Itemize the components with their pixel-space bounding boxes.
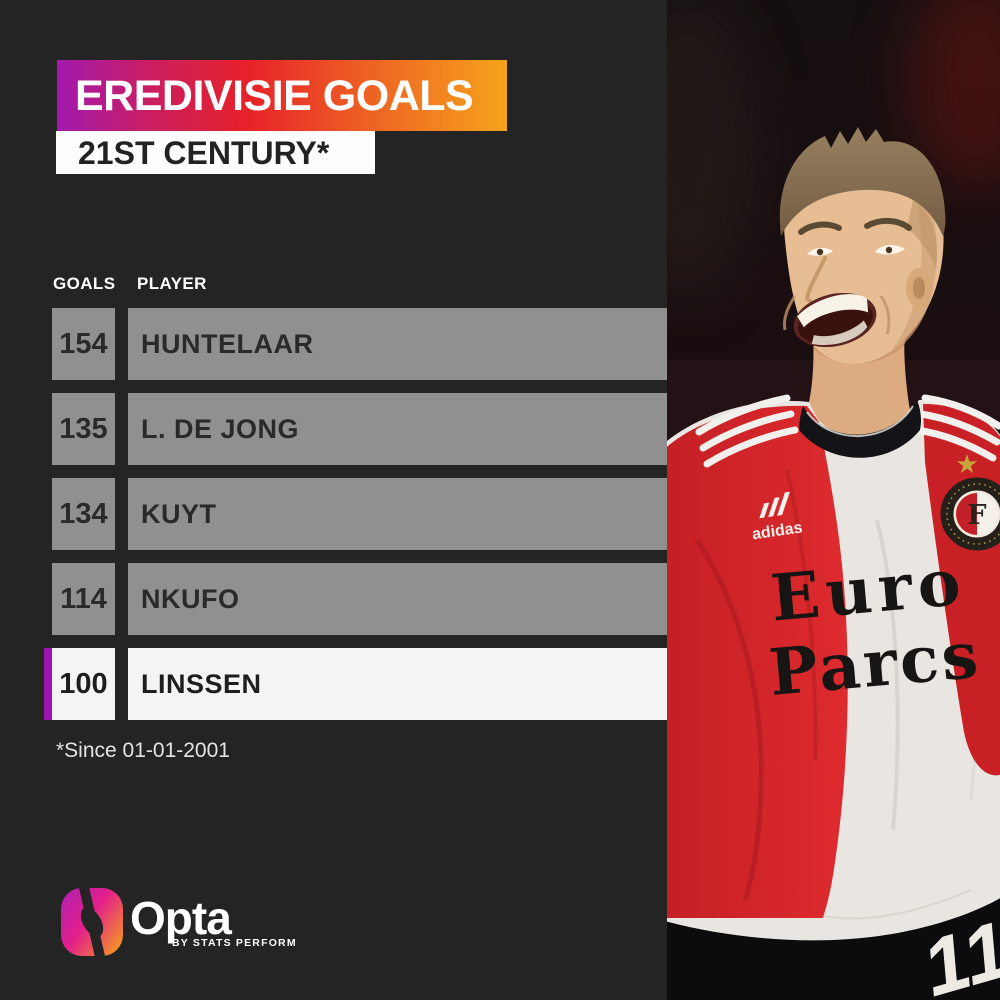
cell-gap [115, 648, 128, 720]
row-accent-bar [44, 648, 52, 720]
row-accent-bar [44, 478, 52, 550]
row-player: NKUFO [128, 563, 667, 635]
subtitle-box: 21ST CENTURY* [56, 131, 375, 174]
row-player: L. DE JONG [128, 393, 667, 465]
player-shorts: 11 [661, 889, 1000, 1000]
title-banner: EREDIVISIE GOALS [57, 60, 507, 131]
cell-gap [115, 478, 128, 550]
page-title: EREDIVISIE GOALS [75, 72, 474, 120]
row-accent-bar [44, 308, 52, 380]
row-accent-bar [44, 563, 52, 635]
row-goals: 135 [52, 393, 115, 465]
player-hair [779, 127, 946, 236]
table-row: 114 NKUFO [44, 563, 667, 635]
player-face [779, 127, 946, 364]
column-header-player: PLAYER [137, 274, 207, 293]
footnote: *Since 01-01-2001 [56, 739, 230, 762]
row-goals: 154 [52, 308, 115, 380]
shoulder-stripes [695, 394, 1000, 468]
row-goals: 134 [52, 478, 115, 550]
cell-gap [115, 308, 128, 380]
player-smile [793, 292, 877, 348]
row-player: LINSSEN [128, 648, 667, 720]
opta-logo-icon [61, 887, 123, 957]
adidas-word: adidas [751, 519, 804, 543]
row-accent-bar [44, 393, 52, 465]
table-row: 154 HUNTELAAR [44, 308, 667, 380]
feyenoord-crest-icon: ★ F [940, 449, 1000, 551]
cell-gap [115, 563, 128, 635]
opta-wordmark: Opta [130, 892, 232, 944]
sponsor-line1: Euro [768, 545, 970, 637]
table-column-headers: GOALS PLAYER [0, 274, 667, 296]
opta-branding: Opta BY STATS PERFORM [60, 887, 320, 967]
page-subtitle: 21ST CENTURY* [78, 135, 330, 171]
table-rows: 154 HUNTELAAR 135 L. DE JONG 134 KUYT 11… [44, 308, 667, 733]
row-player: HUNTELAAR [128, 308, 667, 380]
adidas-logo-icon: adidas [751, 491, 804, 543]
player: adidas ★ F Euro Parcs [661, 127, 1000, 1000]
row-goals: 100 [52, 648, 115, 720]
player-illustration: adidas ★ F Euro Parcs [602, 0, 1000, 1000]
sponsor-line2: Parcs [766, 618, 983, 711]
table-row: 135 L. DE JONG [44, 393, 667, 465]
table-row: 100 LINSSEN [44, 648, 667, 720]
crest-star: ★ [955, 449, 978, 479]
crest-letter: F [967, 500, 986, 531]
player-jersey: adidas ★ F Euro Parcs [661, 394, 1000, 1000]
row-goals: 114 [52, 563, 115, 635]
player-photo: adidas ★ F Euro Parcs [602, 0, 1000, 1000]
shirt-sponsor: Euro Parcs [766, 545, 983, 711]
table-row: 134 KUYT [44, 478, 667, 550]
row-player: KUYT [128, 478, 667, 550]
column-header-goals: GOALS [53, 274, 116, 293]
opta-tagline: BY STATS PERFORM [172, 937, 297, 949]
cell-gap [115, 393, 128, 465]
jersey-collar [799, 400, 921, 458]
